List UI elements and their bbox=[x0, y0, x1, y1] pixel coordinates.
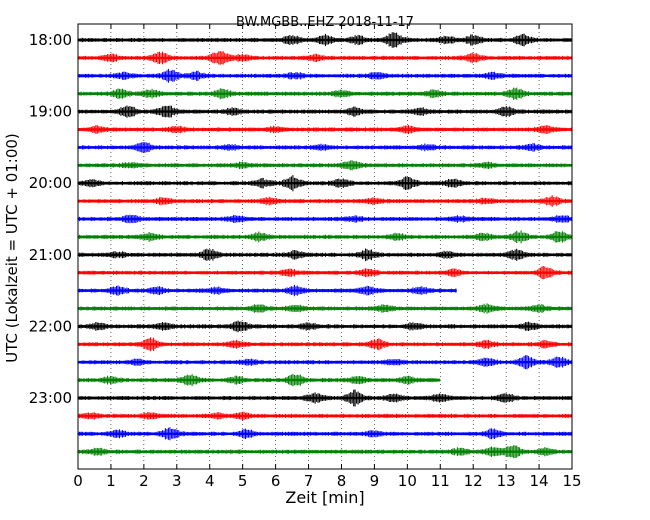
trace-row bbox=[77, 411, 573, 421]
x-tick-label: 10 bbox=[398, 472, 417, 490]
trace-row bbox=[77, 142, 573, 153]
trace-row bbox=[77, 105, 573, 118]
x-tick-label: 4 bbox=[205, 472, 215, 490]
x-tick-label: 5 bbox=[238, 472, 248, 490]
y-tick-label: 23:00 bbox=[29, 389, 72, 407]
trace-row bbox=[77, 355, 573, 370]
trace-row bbox=[77, 284, 457, 297]
trace-row bbox=[77, 230, 573, 244]
x-tick-label: 9 bbox=[370, 472, 380, 490]
tick-group: 0 1 2 3 4 5 6 7 8 9 10 11 12 13 14 1518:0019:0020:0021:… bbox=[29, 24, 582, 490]
x-tick-label: 12 bbox=[464, 472, 483, 490]
grid-lines bbox=[110, 24, 540, 469]
y-tick-label: 18:00 bbox=[29, 31, 72, 49]
x-tick-label: 2 bbox=[139, 472, 149, 490]
trace-row bbox=[77, 427, 573, 441]
trace-row bbox=[77, 68, 573, 83]
x-tick-label: 15 bbox=[562, 472, 581, 490]
x-tick-label: 7 bbox=[304, 472, 314, 490]
trace-row bbox=[77, 175, 573, 192]
trace-row bbox=[77, 125, 573, 134]
y-tick-label: 21:00 bbox=[29, 246, 72, 264]
x-tick-label: 0 bbox=[73, 472, 83, 490]
chart-title: BW.MGBB..EHZ 2018-11-17 bbox=[236, 15, 414, 30]
trace-row bbox=[77, 303, 573, 314]
x-tick-label: 3 bbox=[172, 472, 182, 490]
plot-frame bbox=[77, 23, 573, 470]
x-tick-label: 13 bbox=[497, 472, 516, 490]
trace-row bbox=[77, 195, 573, 207]
trace-row bbox=[77, 445, 573, 459]
trace-row bbox=[77, 51, 573, 65]
x-tick-label: 8 bbox=[337, 472, 347, 490]
trace-row bbox=[77, 160, 573, 171]
x-tick-label: 11 bbox=[431, 472, 450, 490]
y-axis-label: UTC (Lokalzeit = UTC + 01:00) bbox=[3, 133, 21, 363]
trace-row bbox=[77, 320, 573, 333]
y-tick-label: 20:00 bbox=[29, 174, 72, 192]
x-tick-label: 1 bbox=[106, 472, 116, 490]
x-tick-label: 14 bbox=[530, 472, 549, 490]
trace-row bbox=[77, 373, 441, 387]
x-tick-label: 6 bbox=[271, 472, 281, 490]
trace-row bbox=[77, 214, 573, 224]
y-tick-label: 19:00 bbox=[29, 103, 72, 121]
x-axis-label: Zeit [min] bbox=[285, 488, 364, 507]
trace-row bbox=[77, 389, 573, 407]
trace-row bbox=[77, 266, 573, 280]
trace-row bbox=[77, 337, 573, 352]
trace-group bbox=[77, 32, 573, 459]
trace-row bbox=[77, 248, 573, 262]
y-tick-label: 22:00 bbox=[29, 317, 72, 335]
trace-row bbox=[77, 87, 573, 100]
trace-row bbox=[77, 32, 573, 48]
